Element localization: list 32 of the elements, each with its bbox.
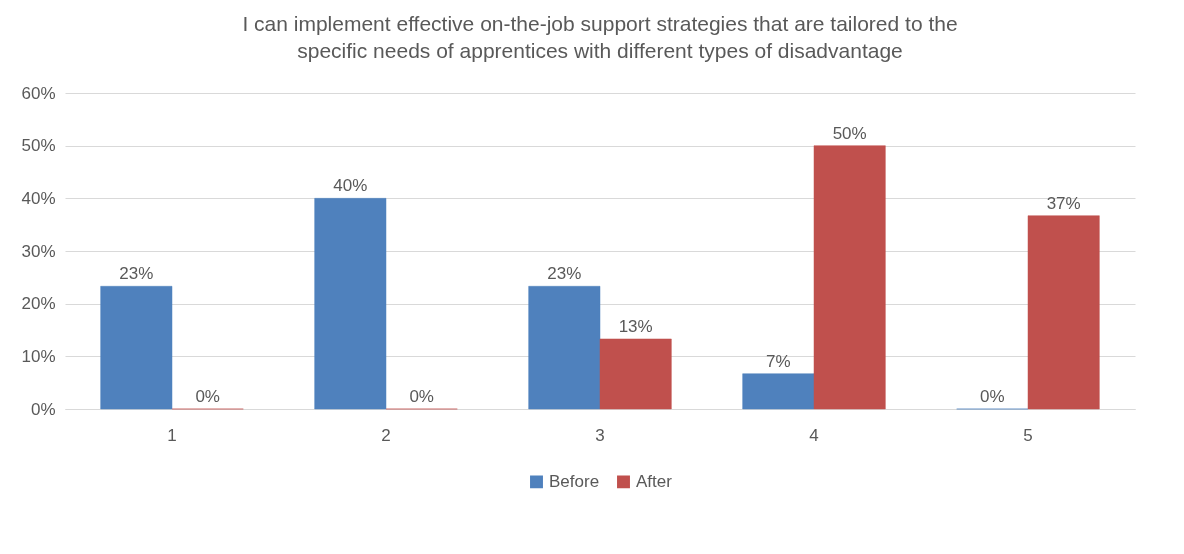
- y-tick-label: 10%: [21, 346, 56, 366]
- x-tick-label: 5: [1023, 425, 1033, 445]
- bar: [100, 286, 173, 410]
- data-label: 13%: [618, 316, 653, 336]
- y-tick-label: 40%: [21, 188, 56, 208]
- data-label: 37%: [1046, 193, 1081, 213]
- y-tick-label: 60%: [21, 83, 56, 103]
- x-tick-label: 3: [595, 425, 605, 445]
- bar: [528, 286, 601, 410]
- data-label: 7%: [766, 351, 791, 371]
- data-label: 23%: [547, 264, 582, 284]
- bar: [314, 198, 387, 410]
- chart-title: I can implement effective on-the-job support strategies that are tailored to the specific needs of apprentices with different types of disadvantage: [242, 12, 958, 62]
- x-tick-label: 4: [809, 425, 819, 445]
- data-label: 0%: [980, 387, 1005, 406]
- bar: [813, 145, 886, 410]
- y-tick-label: 50%: [21, 136, 56, 156]
- data-label: 40%: [333, 176, 368, 196]
- data-label: 23%: [119, 264, 154, 284]
- x-tick-label: 2: [381, 425, 391, 445]
- bar: [742, 373, 815, 410]
- legend-label: Before: [549, 471, 600, 491]
- y-tick-label: 20%: [21, 294, 56, 314]
- y-tick-label: 0%: [30, 399, 56, 419]
- data-label: 0%: [195, 387, 220, 406]
- legend-label: After: [636, 471, 673, 491]
- x-tick-label: 1: [167, 425, 177, 445]
- bar: [599, 338, 672, 410]
- y-tick-label: 30%: [21, 241, 56, 261]
- data-label: 50%: [832, 123, 867, 143]
- bar: [1027, 215, 1100, 410]
- data-label: 0%: [409, 387, 434, 406]
